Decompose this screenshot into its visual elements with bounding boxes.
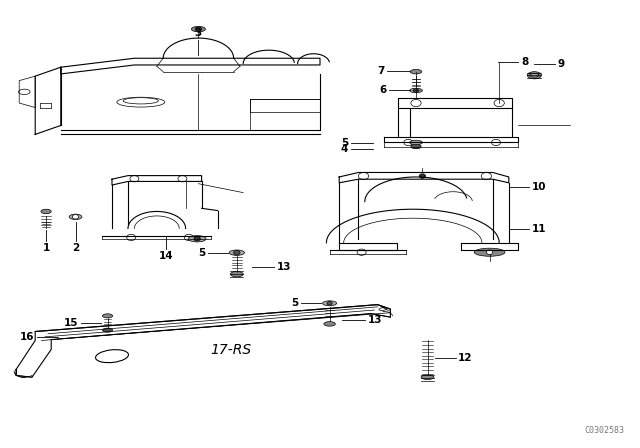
Ellipse shape xyxy=(102,328,113,332)
Ellipse shape xyxy=(117,97,165,107)
Circle shape xyxy=(327,302,332,305)
Text: 8: 8 xyxy=(521,57,528,67)
Text: 15: 15 xyxy=(63,319,78,328)
Text: 7: 7 xyxy=(377,66,385,76)
Circle shape xyxy=(357,249,366,255)
Text: C0302583: C0302583 xyxy=(584,426,624,435)
Circle shape xyxy=(178,176,187,182)
Circle shape xyxy=(130,176,139,182)
Ellipse shape xyxy=(191,26,205,32)
Text: 16: 16 xyxy=(20,332,35,342)
Circle shape xyxy=(195,27,202,31)
Text: 5: 5 xyxy=(198,248,205,258)
Circle shape xyxy=(419,174,426,178)
Circle shape xyxy=(404,139,413,146)
Text: 2: 2 xyxy=(72,243,79,253)
Text: 13: 13 xyxy=(276,262,291,272)
Text: 13: 13 xyxy=(367,315,382,325)
Ellipse shape xyxy=(410,88,422,93)
Text: 4: 4 xyxy=(340,144,348,154)
Circle shape xyxy=(234,250,240,255)
Ellipse shape xyxy=(102,314,113,318)
Ellipse shape xyxy=(421,375,434,379)
Circle shape xyxy=(194,237,200,241)
Text: 5: 5 xyxy=(341,138,348,148)
Circle shape xyxy=(486,250,493,254)
Text: 6: 6 xyxy=(380,85,387,95)
Circle shape xyxy=(494,99,504,107)
Ellipse shape xyxy=(323,301,337,306)
Text: 9: 9 xyxy=(557,59,564,69)
Text: 14: 14 xyxy=(159,251,173,261)
Ellipse shape xyxy=(229,250,244,255)
Ellipse shape xyxy=(188,236,206,242)
Circle shape xyxy=(411,99,421,107)
Ellipse shape xyxy=(530,73,539,77)
Ellipse shape xyxy=(410,69,422,74)
Circle shape xyxy=(127,234,136,241)
Ellipse shape xyxy=(379,308,387,310)
Ellipse shape xyxy=(69,214,82,220)
Ellipse shape xyxy=(410,140,422,145)
Circle shape xyxy=(413,89,419,92)
Ellipse shape xyxy=(411,144,421,149)
Ellipse shape xyxy=(41,209,51,214)
Ellipse shape xyxy=(95,349,129,363)
Text: 5: 5 xyxy=(291,298,298,308)
Text: 17-RS: 17-RS xyxy=(210,343,251,358)
Ellipse shape xyxy=(230,271,243,277)
Ellipse shape xyxy=(527,72,541,79)
Text: 1: 1 xyxy=(42,243,50,253)
Text: 3: 3 xyxy=(195,28,202,38)
Ellipse shape xyxy=(124,98,159,104)
Ellipse shape xyxy=(324,322,335,326)
Ellipse shape xyxy=(474,248,505,256)
Circle shape xyxy=(184,234,193,241)
Circle shape xyxy=(358,172,369,180)
Circle shape xyxy=(492,139,500,146)
Text: 12: 12 xyxy=(458,353,473,363)
Text: 11: 11 xyxy=(532,224,547,234)
Circle shape xyxy=(72,215,79,219)
Circle shape xyxy=(481,172,492,180)
Ellipse shape xyxy=(19,89,30,95)
Text: 10: 10 xyxy=(532,182,547,192)
